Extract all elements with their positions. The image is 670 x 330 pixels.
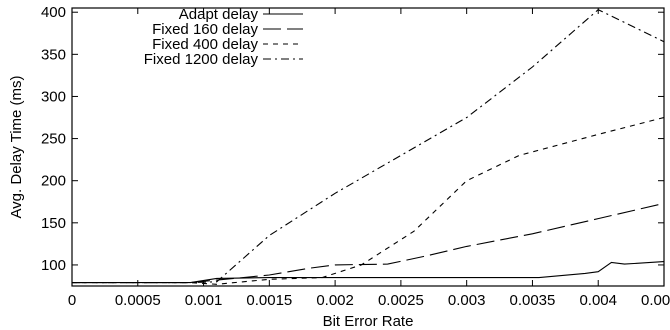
y-tick-label: 400 [41, 4, 66, 21]
x-tick-label: 0.0005 [115, 292, 161, 309]
y-axis-label: Avg. Delay Time (ms) [8, 75, 25, 218]
plot-frame [71, 7, 665, 287]
x-tick-label: 0.004 [579, 292, 617, 309]
x-tick-label: 0.0035 [509, 292, 555, 309]
legend-label: Adapt delay [179, 6, 259, 23]
y-tick-label: 250 [41, 131, 66, 148]
legend-label: Fixed 1200 delay [144, 51, 259, 68]
x-tick-label: 0.0025 [378, 292, 424, 309]
y-tick-label: 350 [41, 46, 66, 63]
x-tick-label: 0.002 [316, 292, 354, 309]
x-tick-label: 0.003 [448, 292, 486, 309]
y-tick-label: 150 [41, 215, 66, 232]
series-line-3 [72, 116, 665, 285]
series-line-2 [72, 202, 665, 284]
y-tick-label: 200 [41, 173, 66, 190]
axis-ticks: 0 0.0005 0.001 0.0015 0.002 0.0025 0.003 0.0035… [41, 4, 670, 309]
legend-label: Fixed 160 delay [152, 21, 258, 38]
legend-label: Fixed 400 delay [152, 36, 258, 53]
x-tick-label: 0.0015 [246, 292, 292, 309]
x-tick-label: 0.001 [185, 292, 223, 309]
series-lines [72, 9, 665, 285]
x-tick-label: 0 [68, 292, 76, 309]
series-line-4 [72, 9, 665, 284]
y-tick-label: 100 [41, 257, 66, 274]
x-tick-label: 0.0045 [641, 292, 670, 309]
x-axis-label: Bit Error Rate [323, 313, 414, 330]
y-tick-label: 300 [41, 88, 66, 105]
